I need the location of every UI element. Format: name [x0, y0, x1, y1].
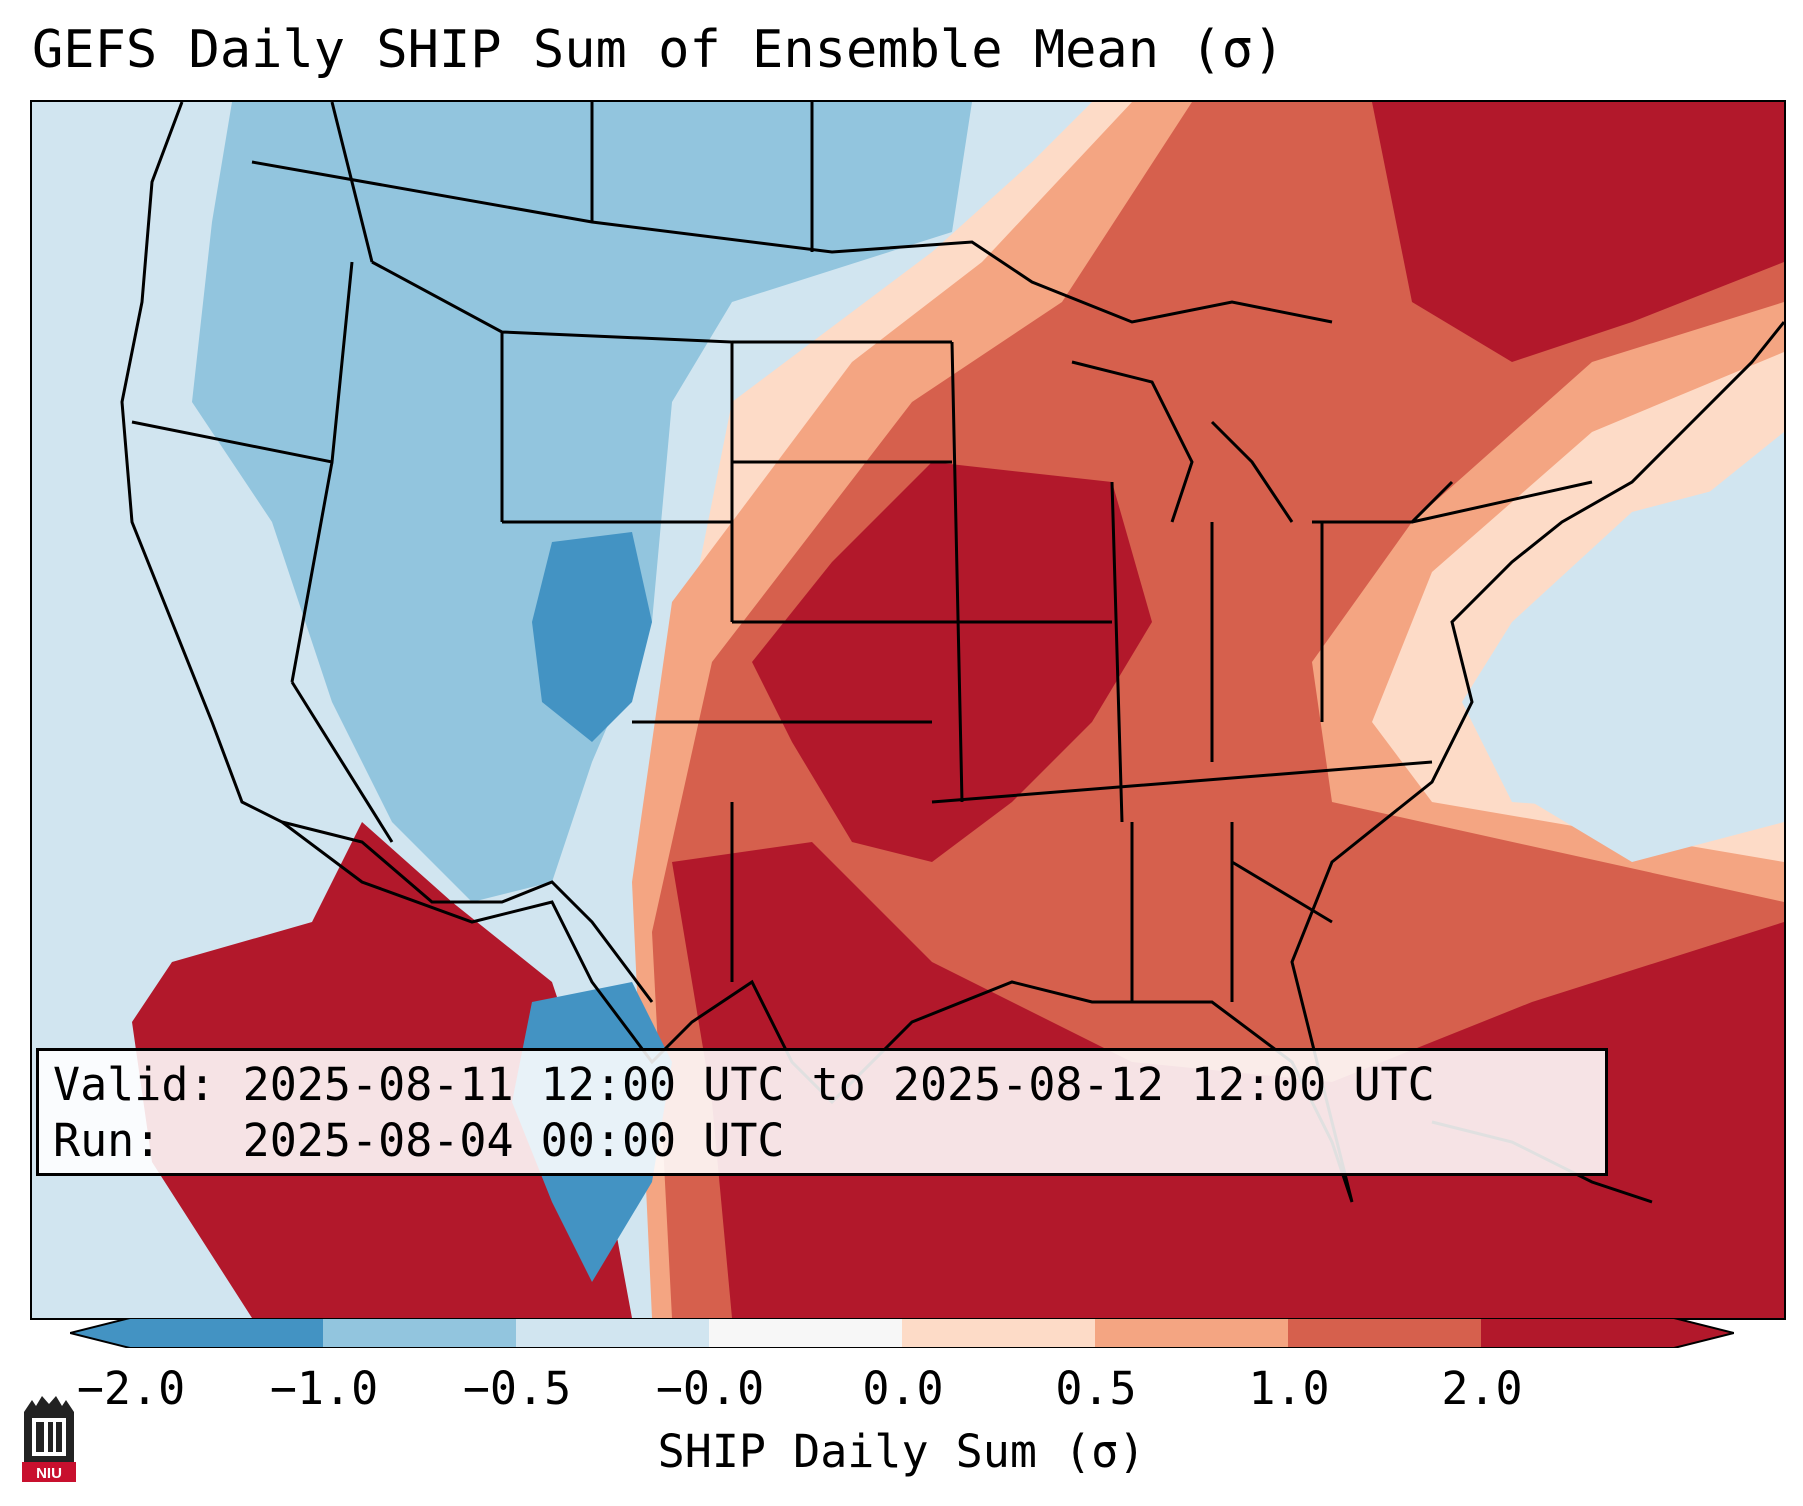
colorbar-segment: [1288, 1318, 1482, 1348]
colorbar-tick-label: 0.5: [1055, 1362, 1137, 1415]
colorbar-extend-low: [70, 1318, 130, 1348]
colorbar-tick-label: −0.5: [462, 1362, 572, 1415]
field-dark-red-northeast: [1372, 102, 1784, 362]
colorbar-segment: [902, 1318, 1096, 1348]
field-dark-red-plains: [752, 462, 1152, 862]
field-light-blue-atlantic: [1532, 432, 1784, 862]
colorbar-tick-label: 1.0: [1248, 1362, 1330, 1415]
colorbar-tick-label: 0.0: [862, 1362, 944, 1415]
valid-label: Valid:: [53, 1058, 216, 1111]
chart-title: GEFS Daily SHIP Sum of Ensemble Mean (σ): [32, 20, 1285, 80]
colorbar-tick-label: −2.0: [76, 1362, 186, 1415]
niu-logo-icon: NIU: [22, 1396, 76, 1482]
mexico-border: [281, 820, 654, 1003]
colorbar-segment: [130, 1318, 324, 1348]
colorbar-ticks: −2.0 −1.0 −0.5 −0.0 0.0 0.5 1.0 2.0: [0, 1362, 1803, 1422]
run-value: 2025-08-04 00:00 UTC: [242, 1114, 785, 1167]
great-lakes: [1071, 360, 1454, 524]
colorbar-segment: [709, 1318, 903, 1348]
boundaries: [120, 102, 1784, 1204]
colorbar-extend-high: [1674, 1318, 1734, 1348]
canada-border: [251, 160, 1333, 324]
colorbar-label: SHIP Daily Sum (σ): [657, 1425, 1146, 1478]
colorbar-segment: [323, 1318, 517, 1348]
colorbar-segment: [1095, 1318, 1289, 1348]
state-lines: [131, 102, 1593, 1002]
colorbar-tick-label: −1.0: [269, 1362, 379, 1415]
colorbar-segment: [516, 1318, 710, 1348]
logo-text: NIU: [36, 1465, 62, 1482]
colorbar: [70, 1318, 1734, 1348]
us-outline: [120, 102, 1784, 1203]
colorbar-tick-label: 2.0: [1441, 1362, 1523, 1415]
field-dark-blue-colorado: [532, 532, 652, 742]
colorbar-tick-label: −0.0: [655, 1362, 765, 1415]
run-label: Run:: [53, 1114, 162, 1167]
valid-run-box: Valid: 2025-08-11 12:00 UTC to 2025-08-1…: [36, 1048, 1608, 1176]
colorbar-segment: [1481, 1318, 1675, 1348]
valid-value: 2025-08-11 12:00 UTC to 2025-08-12 12:00…: [242, 1058, 1435, 1111]
field-blue-west: [192, 102, 972, 902]
